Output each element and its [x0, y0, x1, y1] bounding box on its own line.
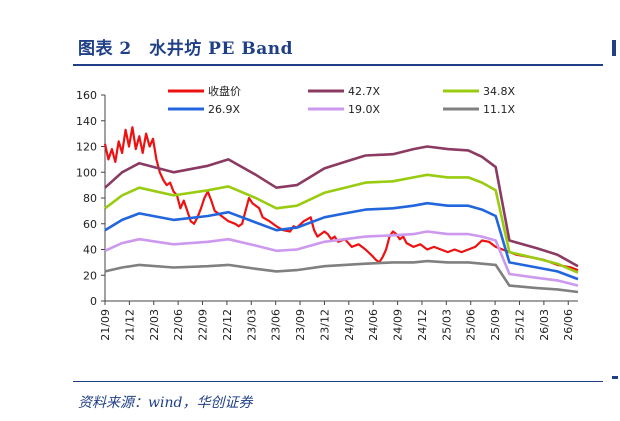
series-line-2 [104, 173, 579, 274]
pe-band-chart: 0 20 40 60 80 100 120 140 160 21/09 21/12 22/03 22/0… [76, 84, 579, 341]
x-tick-label-12: 24/09 [392, 309, 405, 341]
legend-label-4: 19.0X [348, 103, 380, 116]
y-tick-label-100: 100 [76, 166, 97, 179]
x-tick-label-10: 24/03 [343, 309, 356, 341]
x-tick-label-4: 22/09 [197, 309, 210, 341]
x-tick-label-15: 25/06 [465, 309, 478, 341]
chart-title: 图表 2 水井坊 PE Band [78, 39, 293, 59]
legend-label-1: 42.7X [348, 85, 380, 98]
footer-rule [73, 381, 603, 382]
y-tick-label-140: 140 [76, 115, 97, 128]
legend-label-0: 收盘价 [208, 84, 241, 98]
x-tick-label-16: 25/09 [489, 309, 502, 341]
x-tick-label-5: 22/12 [221, 309, 234, 341]
x-tick-label-6: 23/03 [245, 309, 258, 341]
x-tick-label-9: 23/12 [318, 309, 331, 341]
edge-marker-bottom [612, 376, 618, 379]
y-tick-label-160: 160 [76, 89, 97, 102]
x-tick-label-18: 26/03 [538, 309, 551, 341]
y-tick-label-120: 120 [76, 141, 97, 154]
x-tick-label-19: 26/06 [562, 309, 575, 341]
x-tick-label-13: 24/12 [416, 309, 429, 341]
x-tick-label-0: 21/09 [99, 309, 112, 341]
series-line-4 [104, 230, 579, 287]
edge-marker [612, 40, 616, 56]
series-line-1 [104, 145, 579, 268]
x-tick-label-11: 24/06 [367, 309, 380, 341]
source-note: 资料来源：wind，华创证券 [78, 395, 253, 411]
x-tick-label-2: 22/03 [148, 309, 161, 341]
series-line-5 [104, 259, 579, 294]
x-tick-label-7: 23/06 [270, 309, 283, 341]
chart-area: 0 20 40 60 80 100 120 140 160 21/09 21/12 22/03 22/0… [73, 80, 603, 360]
legend-label-5: 11.1X [483, 103, 515, 116]
x-tick-label-8: 23/09 [294, 309, 307, 341]
series-line-3 [104, 201, 579, 281]
header-rule [73, 64, 603, 66]
legend-label-2: 34.8X [483, 85, 515, 98]
y-tick-label-0: 0 [90, 295, 97, 308]
x-tick-label-14: 25/03 [440, 309, 453, 341]
legend-label-3: 26.9X [208, 103, 240, 116]
y-tick-label-40: 40 [83, 244, 97, 257]
series-line-0 [103, 126, 579, 272]
x-tick-label-17: 25/12 [513, 309, 526, 341]
x-tick-label-1: 21/12 [123, 309, 136, 341]
y-tick-label-80: 80 [83, 192, 97, 205]
y-tick-label-60: 60 [83, 218, 97, 231]
x-tick-label-3: 22/06 [172, 309, 185, 341]
y-tick-label-20: 20 [83, 269, 97, 282]
